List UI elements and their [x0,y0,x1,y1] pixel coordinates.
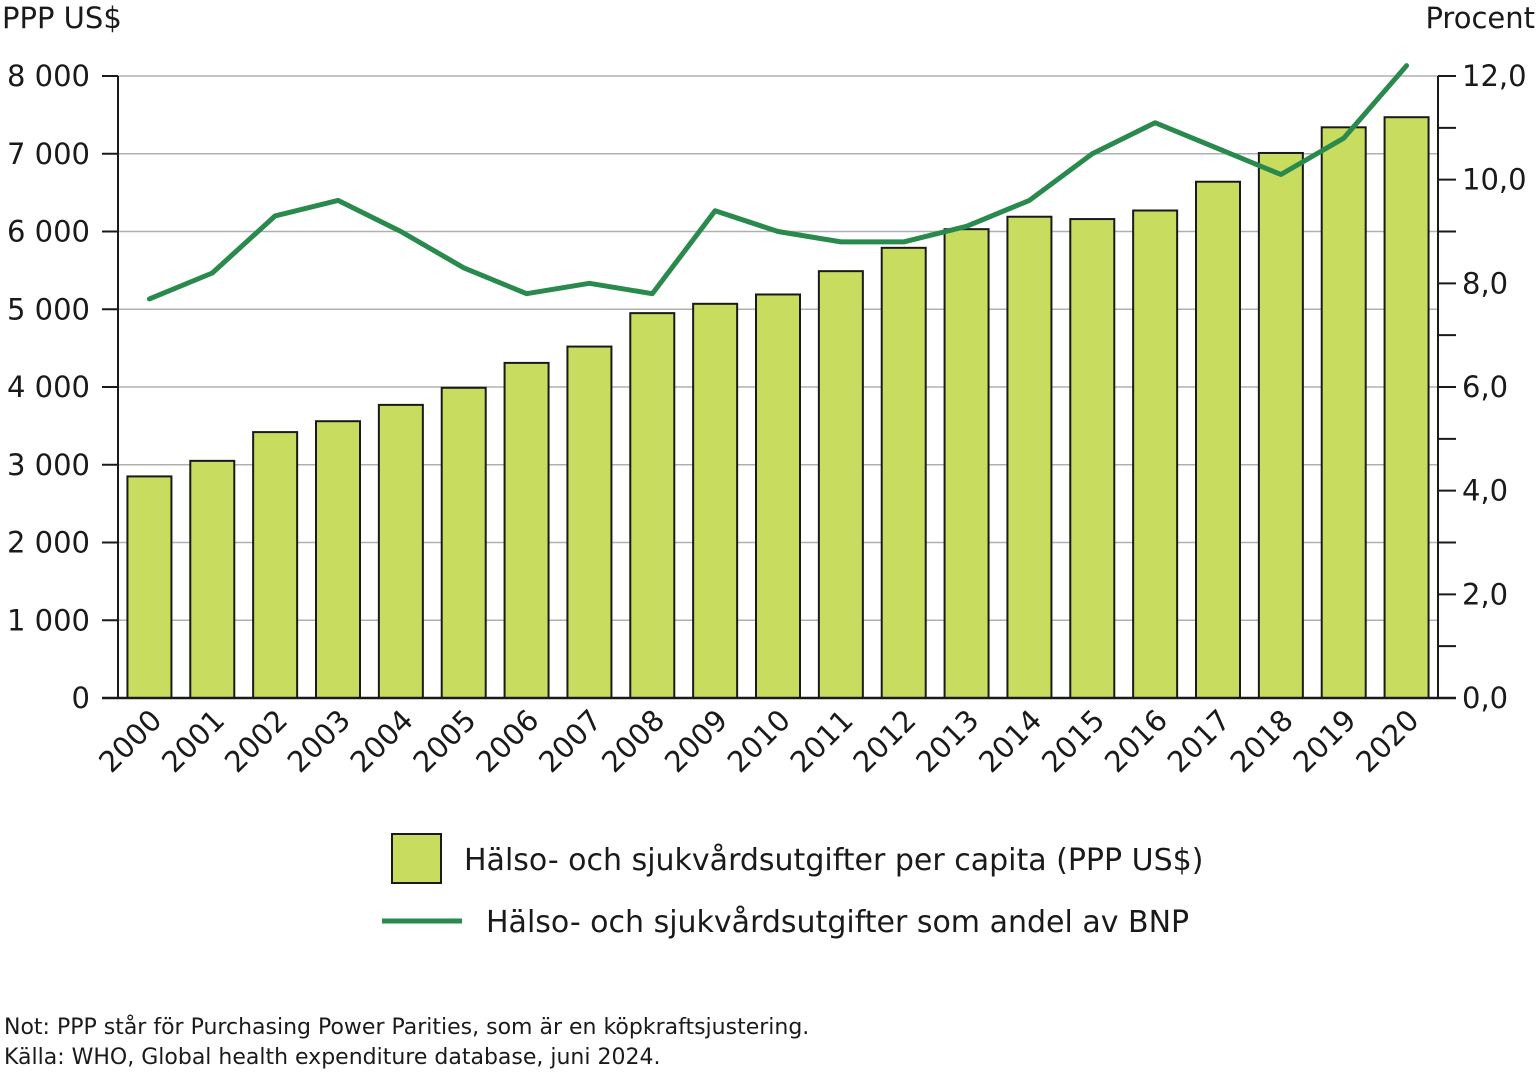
y2-tick-label: 0,0 [1462,681,1508,715]
y-tick-label: 3 000 [7,448,90,482]
x-tick-label: 2002 [218,703,294,779]
x-tick-label: 2009 [658,703,734,779]
y2-tick-label: 4,0 [1462,474,1508,508]
y-tick-label: 2 000 [7,526,90,560]
chart: 0 1 000 2 000 3 000 4 000 5 000 6 000 7 000 8 00… [2,1,1535,940]
axes [102,75,1456,700]
y-tick-label: 6 000 [7,215,90,249]
x-tick-label: 2012 [846,703,922,779]
y-axis-title: PPP US$ [2,1,122,35]
bar [566,345,613,699]
bar [315,420,361,699]
bar [817,270,864,699]
y-tick-label: 5 000 [7,292,90,326]
y2-tick-label: 10,0 [1462,163,1527,197]
x-tick-label: 2007 [532,703,608,779]
bar [1257,151,1304,700]
y2-tick-label: 2,0 [1462,577,1508,611]
bar [1320,126,1367,699]
x-tick-label: 2003 [281,703,357,779]
y-tick-label: 0 [72,681,90,715]
y-tick-label: 8 000 [7,59,90,93]
x-tick-label: 2001 [155,703,231,779]
x-tick-label: 2018 [1224,703,1300,779]
bar [1132,209,1179,699]
x-tick-label: 2020 [1349,703,1425,779]
x-tick-label: 2000 [92,703,168,779]
y2-tick-label: 8,0 [1462,266,1508,300]
x-tick-label: 2015 [1035,703,1111,779]
bar [440,386,487,699]
y-tick-label: 7 000 [7,137,90,171]
bar [1383,116,1430,699]
bar [503,361,550,699]
note-text: Not: PPP står för Purchasing Power Parit… [4,1015,810,1040]
x-tick-label: 2010 [721,703,797,779]
x-tick-label: 2011 [784,703,860,779]
x-tick-label: 2013 [909,703,985,779]
bar [189,459,236,699]
bar [126,475,173,699]
x-tick-label: 2019 [1286,703,1362,779]
legend-label-bar: Hälso- och sjukvårdsutgifter per capita … [464,843,1203,878]
x-tick-label: 2004 [344,703,420,779]
legend-label-line: Hälso- och sjukvårdsutgifter som andel a… [486,905,1189,940]
source-text: Källa: WHO, Global health expenditure da… [4,1045,661,1070]
legend: Hälso- och sjukvårdsutgifter per capita … [382,833,1203,940]
legend-swatch-bar [391,833,442,884]
bar [880,246,927,699]
bar [377,403,424,699]
y2-axis-title: Procent [1425,1,1535,35]
bar [252,431,299,699]
x-tick-label: 2016 [1098,703,1174,779]
bar [1195,180,1241,700]
y-tick-label: 1 000 [7,603,90,637]
bar [629,312,676,699]
bar [692,302,739,699]
y2-tick-label: 12,0 [1462,59,1527,93]
x-tick-label: 2008 [595,703,671,779]
line-series [146,63,1410,302]
x-tick-label: 2014 [972,703,1048,779]
y2-tick-label: 6,0 [1462,370,1508,404]
bars [126,116,1430,700]
x-tick-label: 2006 [469,703,545,779]
bar [943,228,990,699]
x-tick-label: 2005 [406,703,482,779]
x-tick-label: 2017 [1161,703,1237,779]
bar [1069,218,1116,699]
y-tick-label: 4 000 [7,370,90,404]
bar [755,293,801,699]
bar [1006,215,1053,699]
